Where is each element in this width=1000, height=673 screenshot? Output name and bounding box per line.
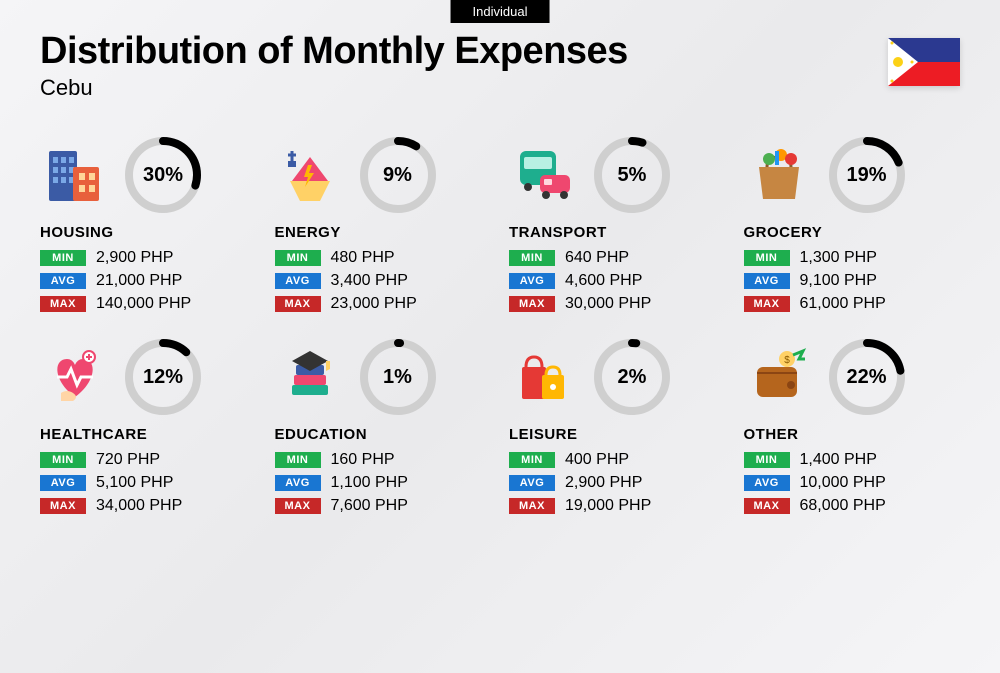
category-grid: 30% HOUSING MIN 2,900 PHP AVG 21,000 PHP M… xyxy=(0,111,1000,550)
min-badge: MIN xyxy=(509,250,555,266)
avg-val: 9,100 PHP xyxy=(800,272,877,290)
avg-badge: AVG xyxy=(275,475,321,491)
header: Distribution of Monthly Expenses Cebu xyxy=(0,0,1000,111)
card-education: 1% EDUCATION MIN 160 PHP AVG 1,100 PHP MAX… xyxy=(275,338,492,520)
pct-other: 22% xyxy=(828,338,906,416)
min-val: 160 PHP xyxy=(331,451,395,469)
max-val: 23,000 PHP xyxy=(331,295,417,313)
pct-housing: 30% xyxy=(124,136,202,214)
card-housing: 30% HOUSING MIN 2,900 PHP AVG 21,000 PHP M… xyxy=(40,136,257,318)
max-val: 140,000 PHP xyxy=(96,295,191,313)
pct-energy: 9% xyxy=(359,136,437,214)
avg-badge: AVG xyxy=(509,475,555,491)
card-transport: 5% TRANSPORT MIN 640 PHP AVG 4,600 PHP MAX… xyxy=(509,136,726,318)
min-val: 1,300 PHP xyxy=(800,249,877,267)
min-val: 480 PHP xyxy=(331,249,395,267)
donut-other: 22% xyxy=(828,338,906,416)
avg-badge: AVG xyxy=(509,273,555,289)
donut-transport: 5% xyxy=(593,136,671,214)
max-val: 34,000 PHP xyxy=(96,497,182,515)
pct-healthcare: 12% xyxy=(124,338,202,416)
label-other: OTHER xyxy=(744,426,961,443)
label-transport: TRANSPORT xyxy=(509,224,726,241)
min-badge: MIN xyxy=(744,452,790,468)
transport-icon xyxy=(509,140,579,210)
max-badge: MAX xyxy=(744,498,790,514)
label-healthcare: HEALTHCARE xyxy=(40,426,257,443)
max-badge: MAX xyxy=(275,296,321,312)
min-badge: MIN xyxy=(40,250,86,266)
max-val: 61,000 PHP xyxy=(800,295,886,313)
min-val: 1,400 PHP xyxy=(800,451,877,469)
max-val: 30,000 PHP xyxy=(565,295,651,313)
page-subtitle: Cebu xyxy=(40,75,960,101)
avg-val: 1,100 PHP xyxy=(331,474,408,492)
svg-text:$: $ xyxy=(784,355,790,366)
leisure-icon xyxy=(509,342,579,412)
donut-grocery: 19% xyxy=(828,136,906,214)
min-badge: MIN xyxy=(40,452,86,468)
label-grocery: GROCERY xyxy=(744,224,961,241)
max-val: 7,600 PHP xyxy=(331,497,408,515)
avg-badge: AVG xyxy=(40,475,86,491)
card-leisure: 2% LEISURE MIN 400 PHP AVG 2,900 PHP MAX 19… xyxy=(509,338,726,520)
avg-badge: AVG xyxy=(744,273,790,289)
donut-education: 1% xyxy=(359,338,437,416)
min-val: 720 PHP xyxy=(96,451,160,469)
avg-badge: AVG xyxy=(40,273,86,289)
max-badge: MAX xyxy=(509,498,555,514)
donut-energy: 9% xyxy=(359,136,437,214)
other-icon: $ xyxy=(744,342,814,412)
grocery-icon xyxy=(744,140,814,210)
housing-icon xyxy=(40,140,110,210)
card-other: $ 22% OTHER MIN 1,400 PHP AVG 10,000 PHP M… xyxy=(744,338,961,520)
min-val: 2,900 PHP xyxy=(96,249,173,267)
avg-badge: AVG xyxy=(275,273,321,289)
max-val: 19,000 PHP xyxy=(565,497,651,515)
card-grocery: 19% GROCERY MIN 1,300 PHP AVG 9,100 PHP MA… xyxy=(744,136,961,318)
min-badge: MIN xyxy=(275,452,321,468)
min-val: 400 PHP xyxy=(565,451,629,469)
label-leisure: LEISURE xyxy=(509,426,726,443)
max-badge: MAX xyxy=(744,296,790,312)
min-badge: MIN xyxy=(275,250,321,266)
label-housing: HOUSING xyxy=(40,224,257,241)
donut-leisure: 2% xyxy=(593,338,671,416)
avg-val: 2,900 PHP xyxy=(565,474,642,492)
min-val: 640 PHP xyxy=(565,249,629,267)
avg-val: 5,100 PHP xyxy=(96,474,173,492)
pct-education: 1% xyxy=(359,338,437,416)
flag-icon xyxy=(888,38,960,86)
avg-val: 21,000 PHP xyxy=(96,272,182,290)
card-energy: 9% ENERGY MIN 480 PHP AVG 3,400 PHP MAX 23,… xyxy=(275,136,492,318)
page-title: Distribution of Monthly Expenses xyxy=(40,30,960,73)
min-badge: MIN xyxy=(509,452,555,468)
label-energy: ENERGY xyxy=(275,224,492,241)
donut-healthcare: 12% xyxy=(124,338,202,416)
education-icon xyxy=(275,342,345,412)
avg-val: 3,400 PHP xyxy=(331,272,408,290)
healthcare-icon xyxy=(40,342,110,412)
min-badge: MIN xyxy=(744,250,790,266)
avg-val: 10,000 PHP xyxy=(800,474,886,492)
pct-leisure: 2% xyxy=(593,338,671,416)
max-badge: MAX xyxy=(40,498,86,514)
max-badge: MAX xyxy=(275,498,321,514)
pct-transport: 5% xyxy=(593,136,671,214)
avg-badge: AVG xyxy=(744,475,790,491)
label-education: EDUCATION xyxy=(275,426,492,443)
avg-val: 4,600 PHP xyxy=(565,272,642,290)
energy-icon xyxy=(275,140,345,210)
max-badge: MAX xyxy=(40,296,86,312)
max-badge: MAX xyxy=(509,296,555,312)
pct-grocery: 19% xyxy=(828,136,906,214)
donut-housing: 30% xyxy=(124,136,202,214)
card-healthcare: 12% HEALTHCARE MIN 720 PHP AVG 5,100 PHP M… xyxy=(40,338,257,520)
max-val: 68,000 PHP xyxy=(800,497,886,515)
